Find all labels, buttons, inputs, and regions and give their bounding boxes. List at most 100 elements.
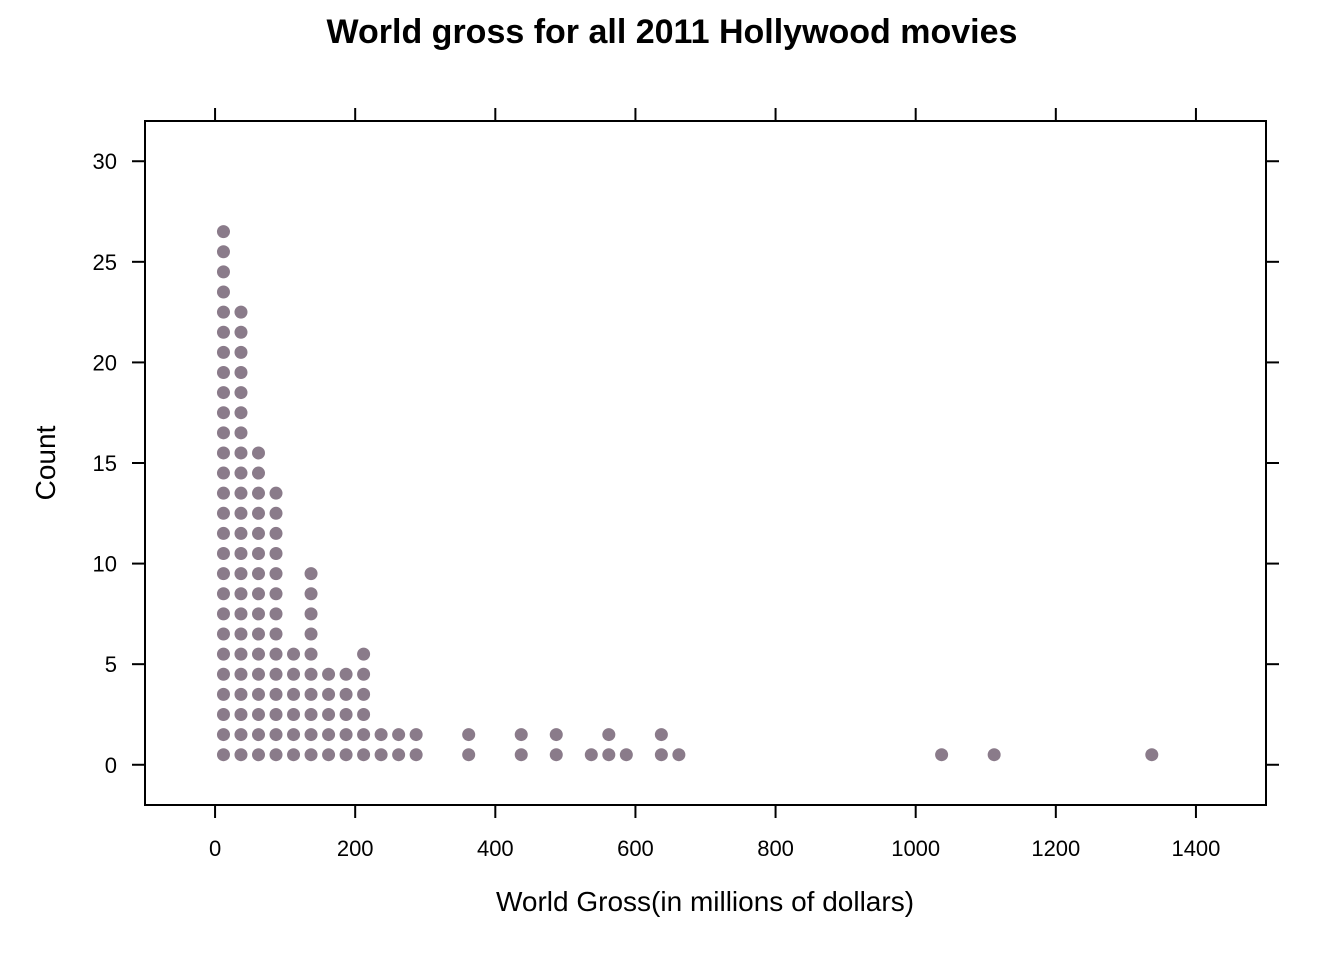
data-point (269, 587, 283, 601)
data-point (234, 687, 248, 701)
data-point (216, 728, 230, 742)
data-point (304, 587, 318, 601)
y-axis-label: Count (30, 425, 61, 500)
data-point (374, 748, 388, 762)
y-tick-label: 20 (93, 350, 117, 375)
data-point (304, 607, 318, 621)
data-point (357, 687, 371, 701)
y-tick-label: 10 (93, 552, 117, 577)
data-point (234, 707, 248, 721)
data-point (987, 748, 1001, 762)
x-tick-label: 400 (477, 836, 514, 861)
data-point (269, 748, 283, 762)
chart-title: World gross for all 2011 Hollywood movie… (327, 13, 1018, 51)
x-tick-label: 600 (617, 836, 654, 861)
data-point (304, 728, 318, 742)
data-point (514, 728, 528, 742)
data-point (269, 567, 283, 581)
data-point (234, 506, 248, 520)
data-point (339, 728, 353, 742)
data-point (549, 728, 563, 742)
data-point (252, 607, 266, 621)
data-point (216, 748, 230, 762)
data-point (216, 365, 230, 379)
data-point (322, 707, 336, 721)
data-point (234, 667, 248, 681)
data-point (269, 667, 283, 681)
data-point (252, 466, 266, 480)
data-point (654, 748, 668, 762)
data-point (339, 687, 353, 701)
data-point (357, 647, 371, 661)
data-point (234, 446, 248, 460)
data-point (234, 345, 248, 359)
data-point (216, 687, 230, 701)
x-axis-label: World Gross(in millions of dollars) (496, 886, 914, 917)
data-point (216, 466, 230, 480)
data-point (234, 607, 248, 621)
data-point (304, 567, 318, 581)
data-point (619, 748, 633, 762)
data-point (322, 687, 336, 701)
data-point (216, 426, 230, 440)
data-point (935, 748, 949, 762)
data-point (514, 748, 528, 762)
data-point (322, 667, 336, 681)
data-point (287, 687, 301, 701)
data-point (304, 748, 318, 762)
data-point (462, 748, 476, 762)
data-point (252, 627, 266, 641)
data-point (234, 325, 248, 339)
data-point (252, 567, 266, 581)
x-tick-label: 1400 (1171, 836, 1220, 861)
data-point (234, 647, 248, 661)
data-point (304, 667, 318, 681)
data-point (216, 305, 230, 319)
data-point (216, 245, 230, 259)
data-point (269, 728, 283, 742)
data-point (216, 627, 230, 641)
plot-frame (144, 120, 1267, 806)
data-point (654, 728, 668, 742)
data-point (252, 647, 266, 661)
data-point (584, 748, 598, 762)
data-point (252, 446, 266, 460)
data-point (252, 587, 266, 601)
data-point (252, 486, 266, 500)
data-point (252, 526, 266, 540)
data-point (287, 748, 301, 762)
data-point (392, 748, 406, 762)
data-point (216, 506, 230, 520)
data-point (269, 647, 283, 661)
x-tick-label: 1000 (891, 836, 940, 861)
data-point (269, 526, 283, 540)
data-point (357, 728, 371, 742)
data-point (252, 687, 266, 701)
data-point (216, 587, 230, 601)
data-point (304, 627, 318, 641)
data-point (269, 707, 283, 721)
data-point (216, 486, 230, 500)
data-point (216, 567, 230, 581)
data-point (234, 728, 248, 742)
x-tick-label: 200 (337, 836, 374, 861)
data-point (252, 506, 266, 520)
data-point (216, 607, 230, 621)
data-point (234, 627, 248, 641)
data-point (1145, 748, 1159, 762)
data-point (234, 466, 248, 480)
data-point (216, 647, 230, 661)
data-point (357, 667, 371, 681)
data-point (234, 547, 248, 561)
data-point (322, 748, 336, 762)
data-point (322, 728, 336, 742)
data-point (216, 345, 230, 359)
data-point (252, 748, 266, 762)
data-point (234, 526, 248, 540)
data-point (216, 265, 230, 279)
data-point (269, 687, 283, 701)
y-axis: 0 5 10 15 20 25 30 (93, 149, 1279, 778)
data-point (252, 728, 266, 742)
y-tick-label: 25 (93, 250, 117, 275)
